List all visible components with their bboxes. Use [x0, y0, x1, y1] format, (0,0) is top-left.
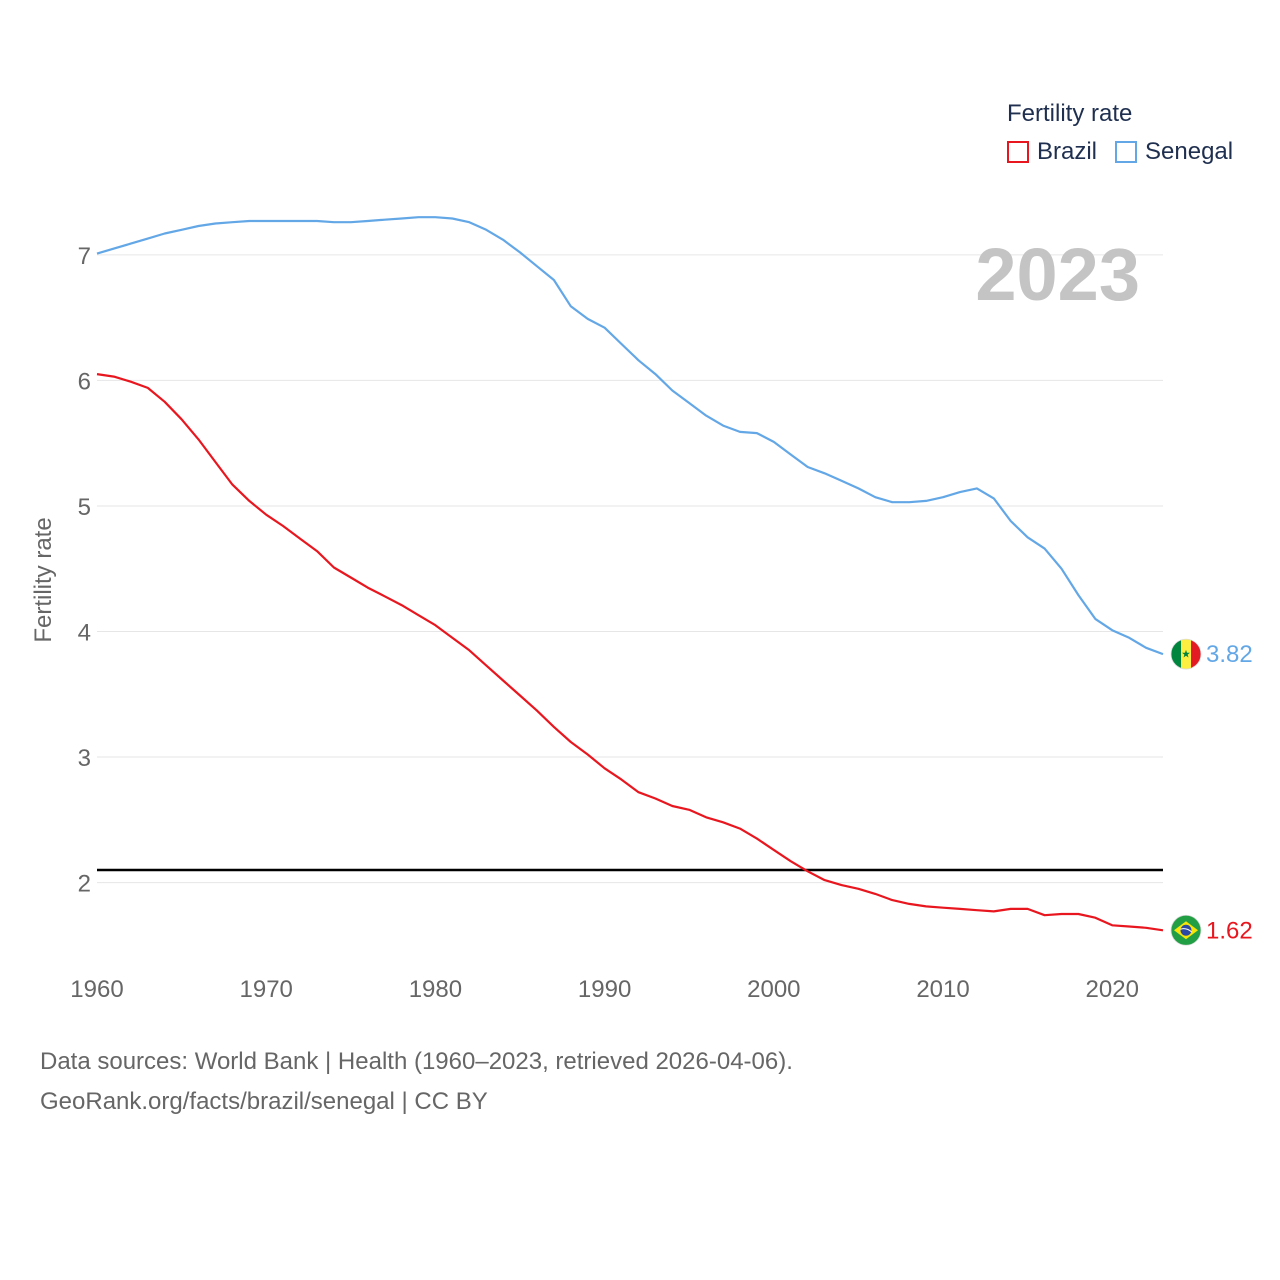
senegal-flag-icon [1170, 638, 1202, 670]
y-tick-label-6: 6 [78, 368, 91, 395]
legend-item-brazil[interactable]: Brazil [1007, 138, 1097, 166]
x-axis-ticks: 1960 1970 1980 1990 2000 2010 2020 [70, 976, 1139, 1003]
legend-swatch-senegal [1115, 141, 1138, 163]
source-note: Data sources: World Bank | Health (1960–… [40, 1042, 793, 1122]
legend-title: Fertility rate [1007, 100, 1133, 127]
legend-item-senegal[interactable]: Senegal [1115, 138, 1233, 166]
x-tick-label-1980: 1980 [409, 976, 462, 1003]
x-tick-label-1960: 1960 [70, 976, 123, 1003]
brazil-flag-icon [1170, 914, 1202, 946]
end-label-senegal: 3.82 [1206, 641, 1253, 668]
end-markers: 1.62 3.82 [1170, 638, 1253, 946]
end-label-brazil: 1.62 [1206, 917, 1253, 944]
y-tick-label-2: 2 [78, 871, 91, 898]
series-lines [96, 216, 1164, 932]
y-tick-label-3: 3 [78, 745, 91, 772]
legend-label-senegal: Senegal [1145, 138, 1234, 165]
y-tick-label-4: 4 [78, 619, 91, 646]
y-tick-label-7: 7 [78, 243, 91, 270]
y-axis-ticks: 2 3 4 5 6 7 [78, 243, 91, 898]
gridlines [97, 254, 1163, 884]
series-line-brazil[interactable] [96, 373, 1164, 932]
legend-label-brazil: Brazil [1037, 138, 1098, 165]
y-axis-title: Fertility rate [30, 517, 57, 642]
x-tick-label-2000: 2000 [747, 976, 800, 1003]
source-line-1: Data sources: World Bank | Health (1960–… [40, 1048, 793, 1075]
current-year-label: 2023 [975, 233, 1140, 316]
legend-items: Brazil Senegal [1007, 138, 1233, 166]
x-tick-label-1970: 1970 [240, 976, 293, 1003]
x-tick-label-2020: 2020 [1086, 976, 1139, 1003]
y-tick-label-5: 5 [78, 494, 91, 521]
series-line-senegal[interactable] [96, 216, 1164, 656]
x-tick-label-2010: 2010 [916, 976, 969, 1003]
source-line-2[interactable]: GeoRank.org/facts/brazil/senegal | CC BY [40, 1088, 488, 1115]
legend: Fertility rate Brazil Senegal [1007, 100, 1233, 166]
x-tick-label-1990: 1990 [578, 976, 631, 1003]
legend-swatch-brazil [1007, 141, 1029, 163]
